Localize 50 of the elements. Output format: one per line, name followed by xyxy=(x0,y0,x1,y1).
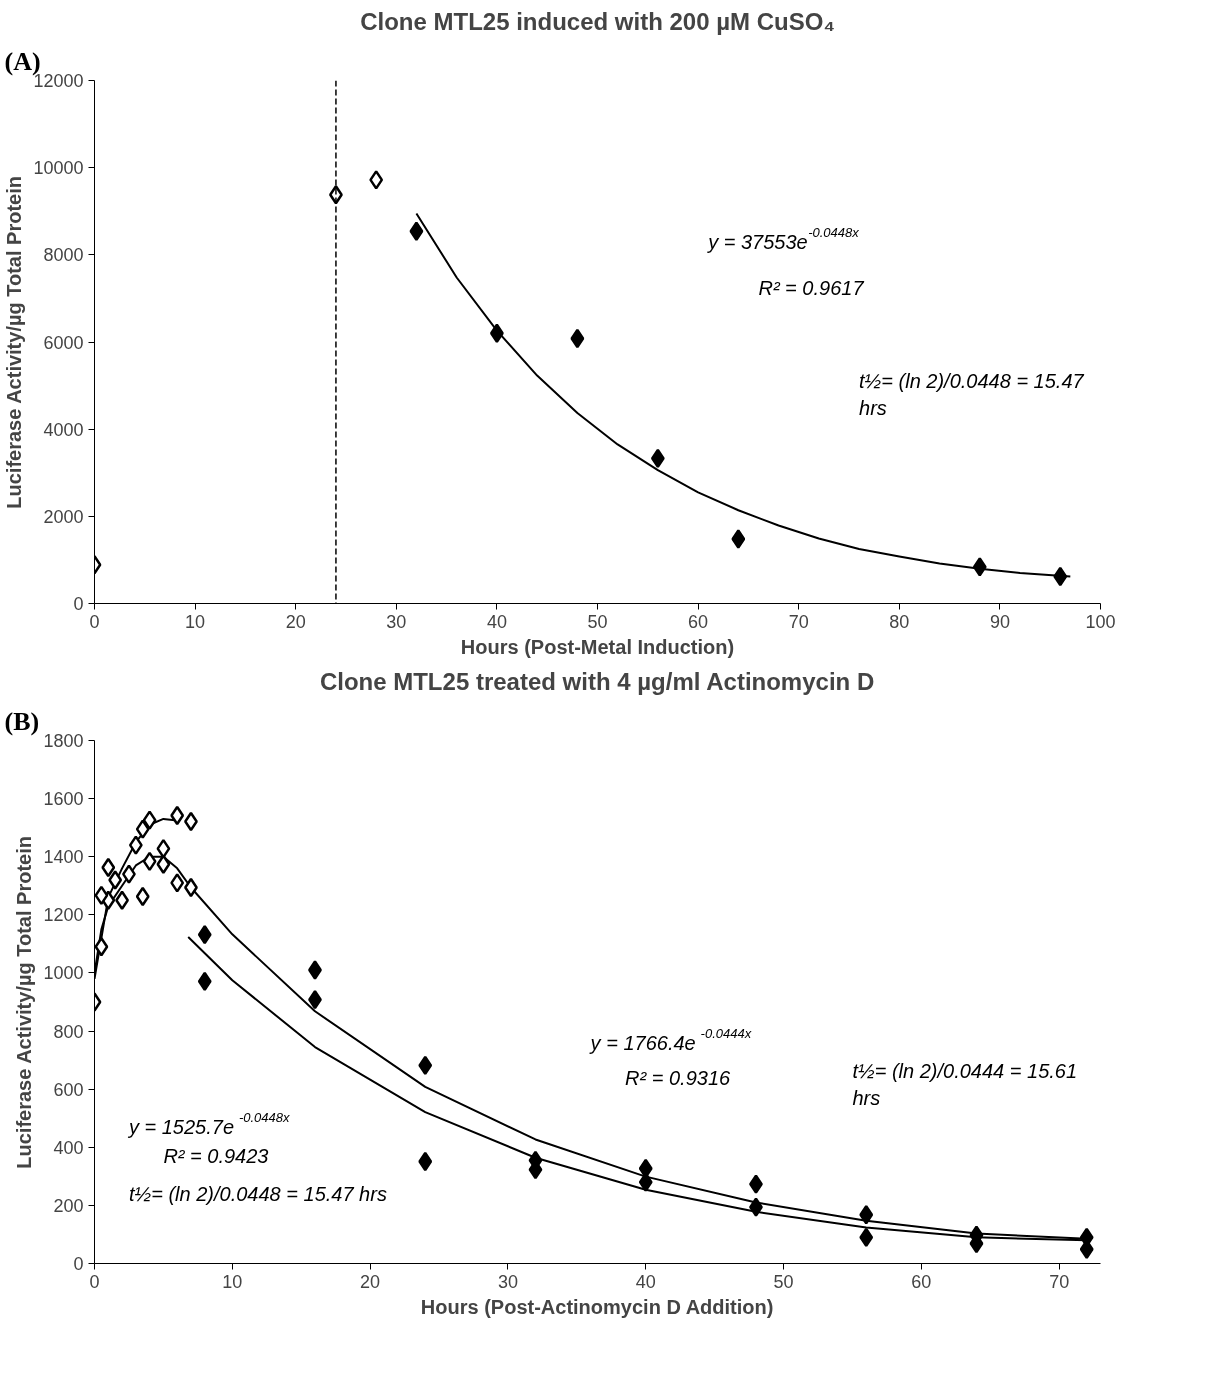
y-tick-label: 800 xyxy=(53,1021,84,1042)
x-tick-label: 50 xyxy=(587,611,608,632)
x-tick-label: 70 xyxy=(788,611,809,632)
y-tick-label: 2000 xyxy=(43,506,84,527)
y-axis-title: Luciferase Activity/µg Total Protein xyxy=(13,836,36,1169)
x-axis-title: Hours (Post-Metal Induction) xyxy=(460,635,735,658)
annotation: y = 1766.4e-0.0444x xyxy=(588,1026,752,1054)
x-tick-label: 0 xyxy=(89,1271,100,1292)
x-tick-label: 30 xyxy=(386,611,407,632)
annotation: R² = 0.9617 xyxy=(758,276,865,299)
y-tick-label: 600 xyxy=(53,1079,84,1100)
y-tick-label: 6000 xyxy=(43,332,84,353)
annotation: t½= (ln 2)/0.0448 = 15.47 hrs xyxy=(128,1182,387,1205)
y-tick-label: 1400 xyxy=(43,847,84,868)
y-tick-label: 1800 xyxy=(43,731,84,751)
x-tick-label: 70 xyxy=(1049,1271,1070,1292)
y-tick-label: 0 xyxy=(73,594,84,614)
x-tick-label: 90 xyxy=(989,611,1010,632)
x-tick-label: 40 xyxy=(635,1271,656,1292)
x-tick-label: 10 xyxy=(222,1271,243,1292)
y-tick-label: 1600 xyxy=(43,789,84,810)
x-axis-title: Hours (Post-Actinomycin D Addition) xyxy=(420,1295,774,1318)
x-tick-label: 40 xyxy=(486,611,507,632)
x-tick-label: 10 xyxy=(185,611,206,632)
y-tick-label: 10000 xyxy=(33,158,84,179)
chart-title: Clone MTL25 treated with 4 µg/ml Actinomycin D xyxy=(319,667,875,695)
y-tick-label: 400 xyxy=(53,1137,84,1158)
annotation: y = 1525.7e-0.0448x xyxy=(126,1110,291,1138)
x-tick-label: 50 xyxy=(773,1271,794,1292)
y-tick-label: 200 xyxy=(53,1195,84,1216)
x-tick-label: 0 xyxy=(89,611,100,632)
x-tick-label: 60 xyxy=(911,1271,932,1292)
y-tick-label: 1000 xyxy=(43,963,84,984)
x-tick-label: 100 xyxy=(1085,611,1116,632)
x-tick-label: 20 xyxy=(285,611,306,632)
y-tick-label: 4000 xyxy=(43,419,84,440)
y-tick-label: 0 xyxy=(73,1254,84,1274)
y-tick-label: 8000 xyxy=(43,245,84,266)
annotation: R² = 0.9316 xyxy=(625,1066,732,1089)
annotation: t½= (ln 2)/0.0444 = 15.61 hrs xyxy=(852,1060,1078,1109)
y-tick-label: 1200 xyxy=(43,905,84,926)
x-tick-label: 30 xyxy=(497,1271,518,1292)
x-tick-label: 80 xyxy=(889,611,910,632)
y-axis-title: Luciferase Activity/µg Total Protein xyxy=(3,176,26,509)
chart-title: Clone MTL25 induced with 200 µM CuSO₄ xyxy=(360,7,835,35)
annotation: R² = 0.9423 xyxy=(163,1144,269,1167)
x-tick-label: 60 xyxy=(688,611,709,632)
text: (B) xyxy=(4,706,40,736)
x-tick-label: 20 xyxy=(360,1271,381,1292)
annotation: t½= (ln 2)/0.0448 = 15.47 hrs xyxy=(859,370,1085,419)
